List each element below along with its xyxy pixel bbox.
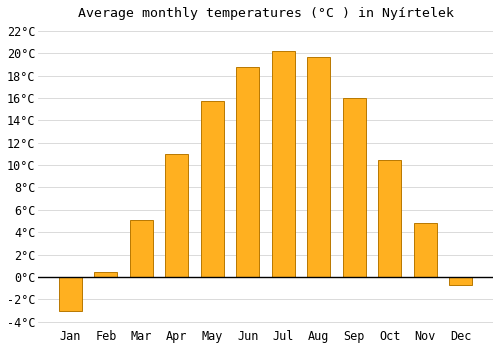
Bar bbox=[201, 102, 224, 277]
Bar bbox=[378, 160, 402, 277]
Bar bbox=[343, 98, 366, 277]
Bar bbox=[450, 277, 472, 285]
Title: Average monthly temperatures (°C ) in Nyírtelek: Average monthly temperatures (°C ) in Ny… bbox=[78, 7, 454, 20]
Bar bbox=[414, 223, 437, 277]
Bar bbox=[59, 277, 82, 310]
Bar bbox=[308, 57, 330, 277]
Bar bbox=[166, 154, 188, 277]
Bar bbox=[94, 272, 118, 277]
Bar bbox=[236, 66, 260, 277]
Bar bbox=[130, 220, 153, 277]
Bar bbox=[272, 51, 295, 277]
